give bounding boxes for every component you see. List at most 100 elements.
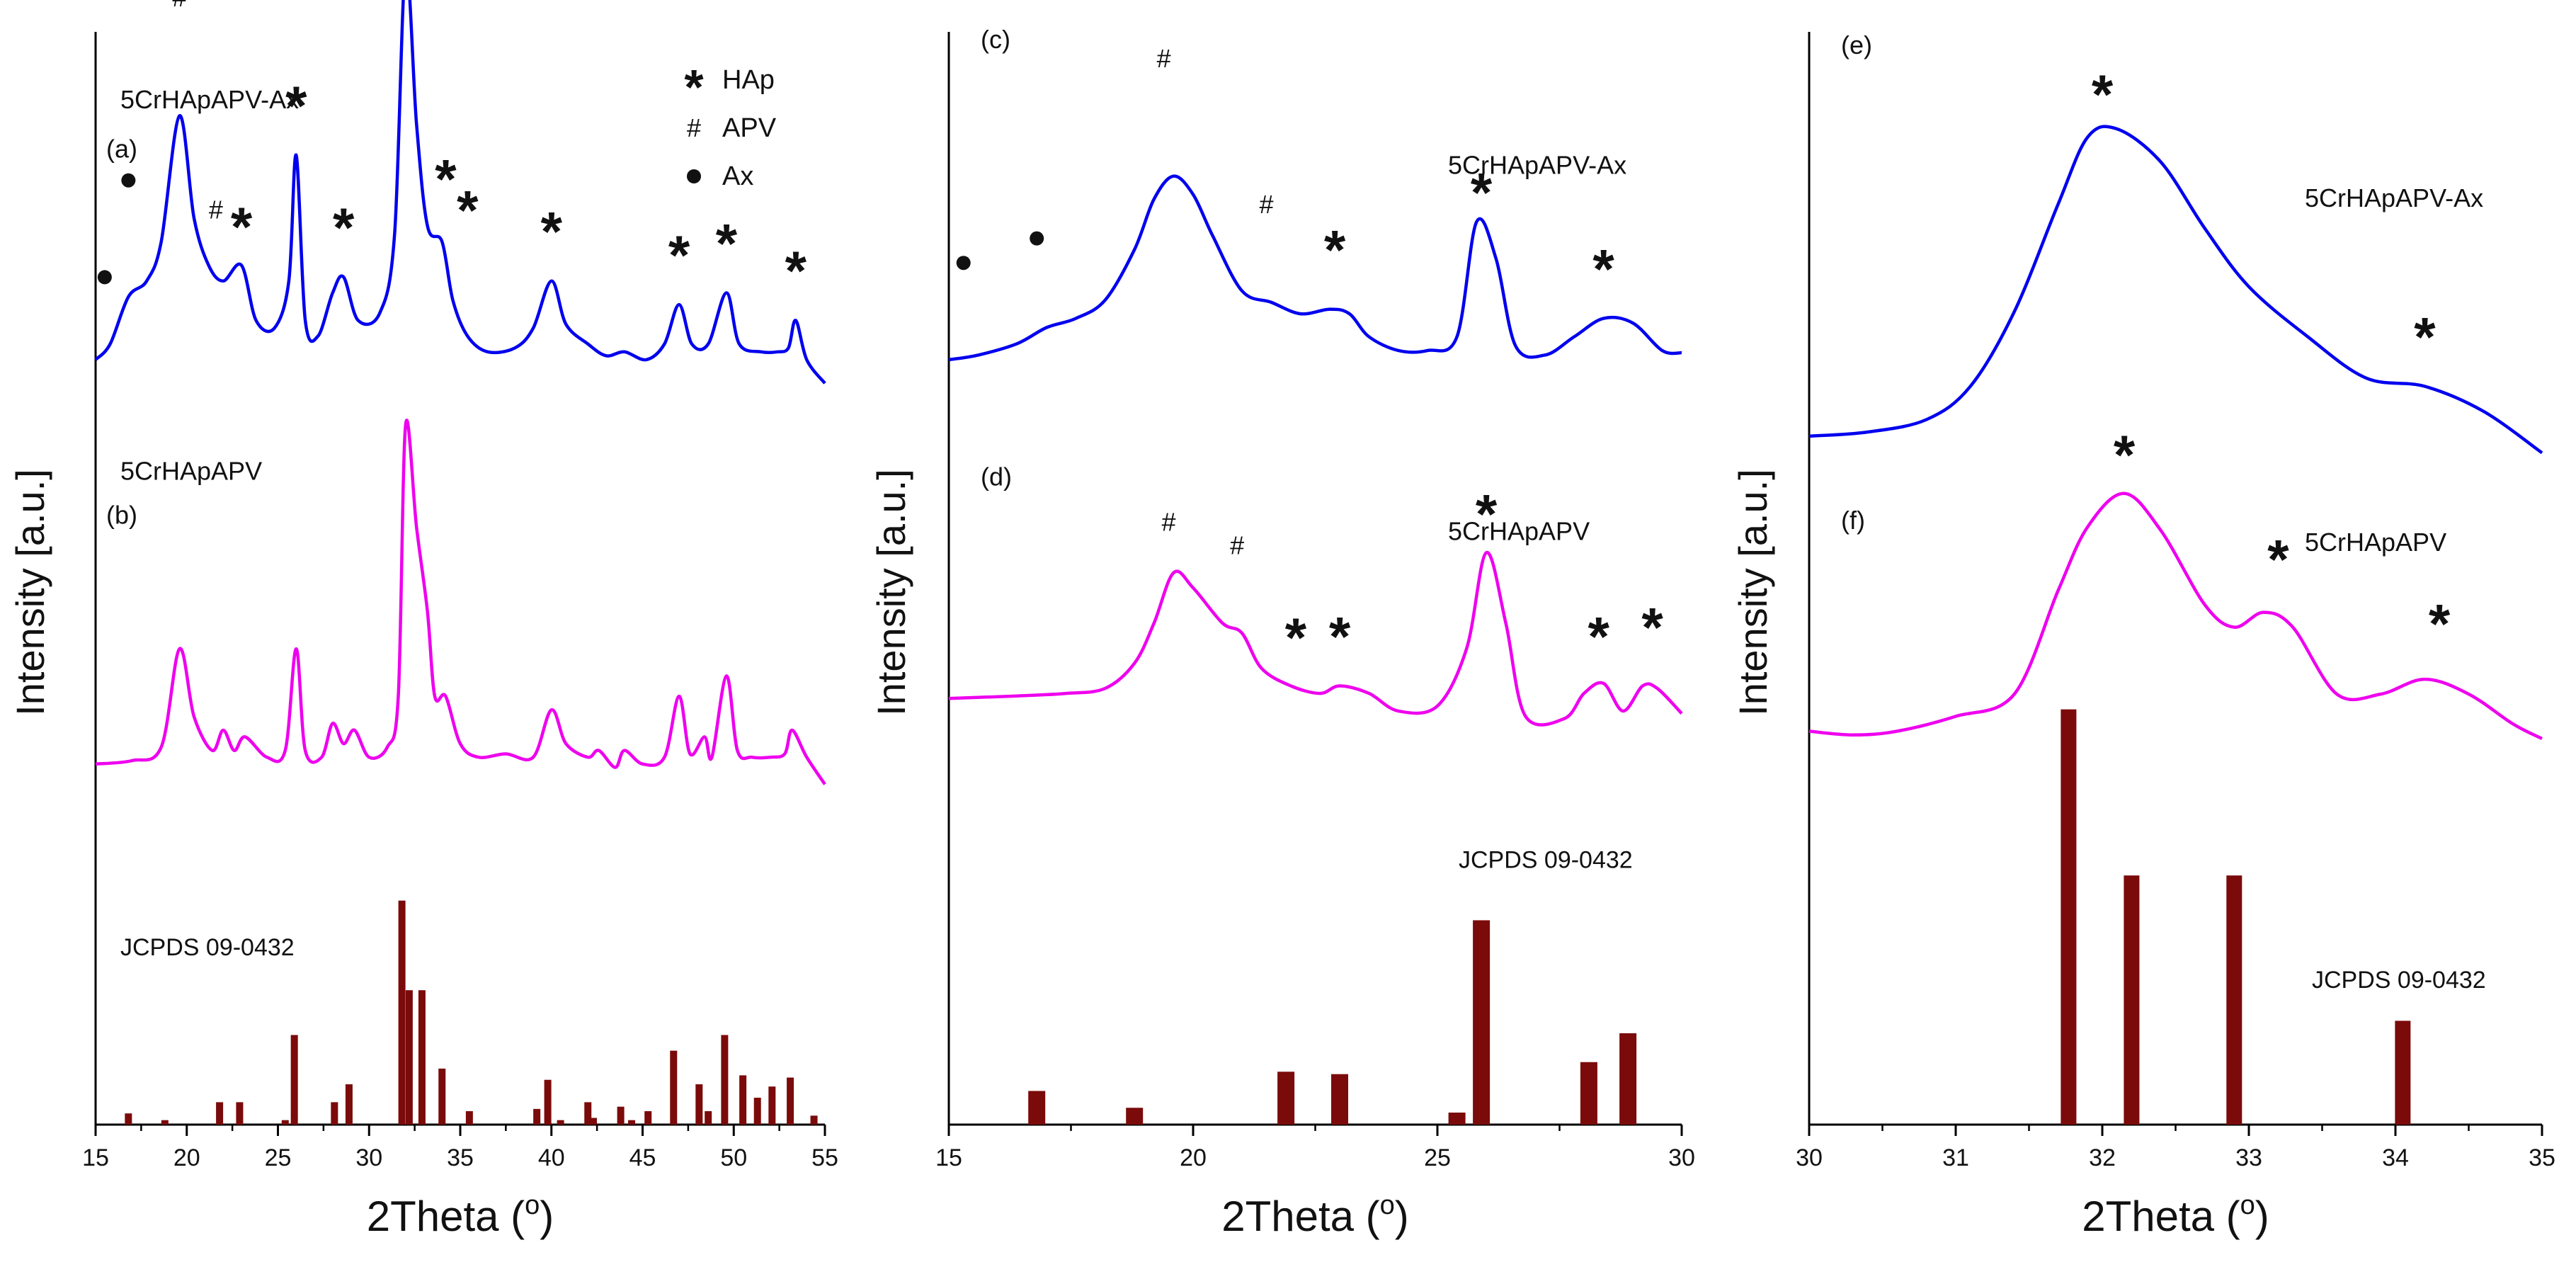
hap-marker-star: * (435, 148, 457, 210)
hap-marker-star: * (1285, 606, 1307, 669)
series-name-label: 5CrHApAPV (1448, 516, 1590, 545)
series-name-label: 5CrHApAPV (2305, 528, 2446, 557)
jcpds-reference-bar (418, 990, 426, 1125)
hap-marker-star: * (231, 195, 253, 258)
x-tick-label: 30 (1796, 1144, 1823, 1171)
legend-label: APV (722, 113, 777, 143)
legend-label: HAp (722, 65, 775, 95)
hap-marker-star: * (1324, 219, 1346, 281)
panel-letter-label: (c) (981, 25, 1010, 54)
legend-label: Ax (722, 161, 753, 191)
jcpds-reference-bar (125, 1113, 132, 1125)
hap-marker-star: * (2267, 528, 2289, 591)
jcpds-reference-bar (290, 1035, 298, 1125)
panel-letter-label: (d) (981, 462, 1012, 491)
jcpds-reference-bar (236, 1102, 244, 1125)
jcpds-reference-bar (644, 1111, 652, 1125)
jcpds-reference-label: JCPDS 09-0432 (120, 934, 295, 961)
jcpds-reference-bar (1331, 1074, 1348, 1125)
series-name-label: 5CrHApAPV-Ax (2305, 183, 2483, 212)
x-tick-label: 31 (1942, 1144, 1969, 1171)
jcpds-reference-bar (739, 1075, 747, 1125)
jcpds-reference-bar (787, 1077, 794, 1125)
jcpds-reference-bar (1277, 1071, 1295, 1125)
series-line-5crhapapv (1808, 491, 2543, 741)
x-tick-label: 35 (2529, 1144, 2555, 1171)
hap-marker-star: * (1592, 237, 1614, 300)
jcpds-reference-bar (721, 1035, 729, 1125)
hap-marker-star: * (1588, 605, 1610, 667)
jcpds-reference-bar (2395, 1021, 2411, 1125)
apv-marker-hash: # (172, 0, 186, 12)
series-line-5crhapapv (95, 419, 826, 785)
x-tick-label: 40 (538, 1144, 565, 1171)
y-axis-title: Intensity [a.u.] (1731, 469, 1775, 716)
series-line-5crhapapv (948, 551, 1683, 727)
jcpds-reference-bar (533, 1108, 541, 1125)
x-tick-label: 30 (355, 1144, 382, 1171)
hap-marker-star: * (285, 74, 307, 137)
apv-marker-hash: # (1157, 44, 1171, 73)
y-axis-title: Intensity [a.u.] (869, 469, 913, 716)
x-tick-label: 30 (1668, 1144, 1695, 1171)
jcpds-reference-label: JCPDS 09-0432 (2312, 967, 2486, 994)
legend-symbol-dot (687, 169, 701, 183)
jcpds-reference-bar (544, 1079, 552, 1125)
jcpds-reference-bar (2061, 709, 2077, 1125)
hap-marker-star: * (668, 224, 690, 286)
jcpds-reference-bar (1028, 1091, 1046, 1125)
panel-letter-label: (a) (106, 134, 137, 163)
x-axis-title: 2Theta (o) (367, 1190, 554, 1240)
x-tick-label: 20 (1180, 1144, 1207, 1171)
jcpds-reference-bar (161, 1120, 169, 1125)
jcpds-reference-bar (2226, 875, 2242, 1125)
hap-marker-star: * (333, 196, 355, 258)
x-tick-label: 25 (1424, 1144, 1451, 1171)
jcpds-reference-bar (345, 1084, 353, 1125)
x-tick-label: 35 (447, 1144, 474, 1171)
hap-marker-star: * (1476, 483, 1498, 545)
panel-letter-label: (f) (1841, 506, 1865, 535)
series-line-5crhapapv-ax (94, 0, 826, 385)
legend-symbol-hash: # (687, 113, 701, 142)
jcpds-reference-bar (1580, 1062, 1597, 1125)
x-tick-label: 50 (720, 1144, 747, 1171)
x-tick-label: 34 (2382, 1144, 2409, 1171)
jcpds-reference-label: JCPDS 09-0432 (1459, 846, 1633, 873)
x-tick-label: 32 (2089, 1144, 2116, 1171)
jcpds-reference-bar (438, 1068, 446, 1125)
jcpds-reference-bar (281, 1120, 289, 1125)
hap-marker-star: * (457, 178, 479, 241)
hap-marker-star: * (2429, 592, 2451, 654)
series-name-label: 5CrHApAPV-Ax (1448, 151, 1626, 180)
panel-letter-label: (e) (1841, 30, 1872, 59)
y-axis-title: Intensity [a.u.] (8, 469, 52, 716)
hap-marker-star: * (1641, 596, 1663, 658)
x-tick-label: 45 (629, 1144, 656, 1171)
legend-symbol-star: * (684, 59, 704, 115)
x-tick-label: 15 (82, 1144, 109, 1171)
hap-marker-star: * (785, 239, 807, 302)
jcpds-reference-bar (589, 1118, 597, 1125)
jcpds-reference-bar (331, 1102, 338, 1125)
jcpds-reference-bar (670, 1050, 678, 1125)
panel-left: 15 20 25 30 35 40 45 50 55 2Theta (o) Intensity [a… (8, 0, 838, 1240)
jcpds-reference-bar (768, 1086, 776, 1125)
apv-marker-hash: # (1259, 190, 1273, 219)
x-tick-label: 25 (265, 1144, 292, 1171)
hap-marker-star: * (1471, 161, 1493, 224)
jcpds-reference-bar (1619, 1033, 1637, 1125)
x-axis-title: 2Theta (o) (2082, 1190, 2269, 1240)
jcpds-reference-bar (584, 1102, 592, 1125)
panel-right: 30 31 32 33 34 35 2Theta (o) Intensity [a.u.] 5C… (1731, 30, 2555, 1240)
hap-marker-star: * (541, 200, 563, 263)
ax-marker-dot (97, 270, 112, 285)
jcpds-reference-bar (1473, 920, 1491, 1125)
jcpds-reference-bar (628, 1120, 636, 1125)
panel-letter-label: (b) (106, 500, 137, 529)
ax-marker-dot (121, 173, 136, 188)
jcpds-reference-bar (216, 1102, 224, 1125)
series-line-5crhapapv-ax (948, 174, 1682, 362)
